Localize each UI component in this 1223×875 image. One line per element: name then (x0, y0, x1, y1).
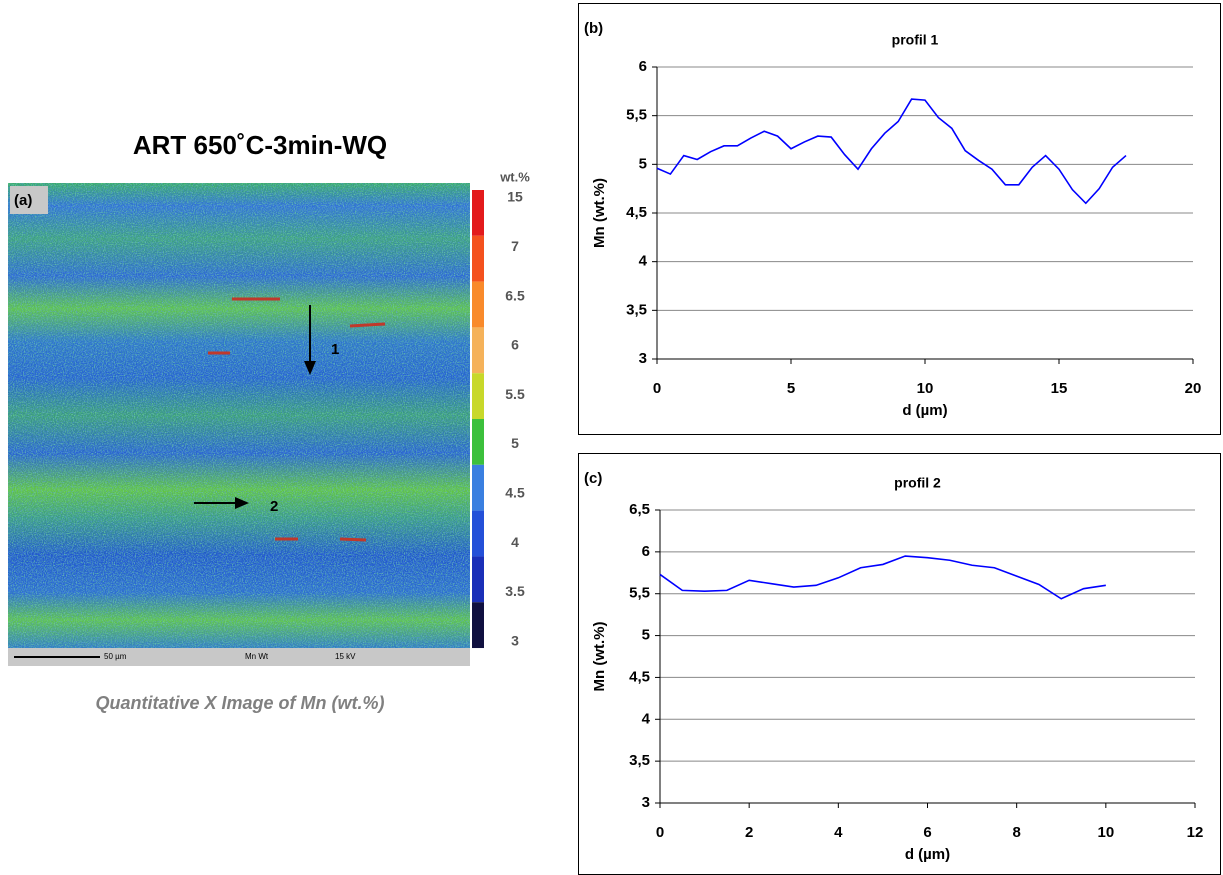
panel-label: (c) (584, 470, 602, 487)
y-tick-label: 3,5 (626, 301, 647, 318)
colorbar-label: 4 (511, 534, 519, 550)
x-tick-label: 4 (834, 824, 843, 841)
x-axis-label: d (µm) (905, 846, 950, 863)
colorbar-segment (472, 281, 484, 328)
scale-label: 50 µm (104, 652, 127, 661)
colorbar-segment (472, 373, 484, 420)
x-tick-label: 2 (745, 824, 753, 841)
x-tick-label: 0 (653, 380, 661, 397)
x-tick-label: 6 (923, 824, 931, 841)
signal-label: Mn Wt (245, 652, 269, 661)
chart-title: profil 2 (894, 475, 941, 491)
x-tick-label: 5 (787, 380, 795, 397)
map-texture (8, 183, 470, 648)
inclusions (208, 297, 386, 542)
colorbar-label: 5 (511, 435, 519, 451)
colorbar-segment (472, 556, 484, 603)
y-tick-label: 6,5 (629, 501, 650, 518)
data-line (656, 98, 1127, 205)
voltage-label: 15 kV (335, 652, 356, 661)
arrow-head (304, 361, 316, 375)
colorbar-label: 3.5 (505, 583, 525, 599)
x-tick-label: 10 (917, 380, 934, 397)
colorbar-segment (472, 235, 484, 282)
colorbar-label: 3 (511, 632, 519, 648)
arrow-label: 2 (270, 498, 278, 515)
y-tick-label: 3,5 (629, 752, 650, 769)
data-line (659, 555, 1106, 600)
colorbar-label: 4.5 (505, 485, 525, 501)
y-tick-label: 3 (642, 794, 650, 811)
y-tick-label: 3 (639, 350, 647, 367)
colorbar-label: 5.5 (505, 386, 525, 402)
y-axis-label: Mn (wt.%) (591, 178, 608, 248)
y-axis-label: Mn (wt.%) (591, 622, 608, 692)
colorbar-segment (472, 419, 484, 465)
arrow-label: 1 (331, 341, 339, 358)
x-tick-label: 0 (656, 824, 664, 841)
colorbar-segment (472, 602, 484, 649)
colorbar-segment (472, 510, 484, 557)
y-tick-label: 4,5 (629, 668, 650, 685)
chart-title: profil 1 (892, 32, 939, 48)
x-tick-label: 15 (1051, 380, 1068, 397)
y-tick-label: 5 (642, 627, 650, 644)
colorbar-label: 7 (511, 238, 519, 254)
y-tick-label: 6 (642, 543, 650, 560)
map-title: ART 650˚C-3min-WQ (133, 130, 387, 160)
y-tick-label: 5,5 (629, 585, 650, 602)
info-bar (8, 648, 470, 666)
colorbar-segment (472, 464, 484, 511)
arrow-head (235, 497, 249, 509)
x-tick-label: 10 (1097, 824, 1114, 841)
y-tick-label: 5,5 (626, 107, 647, 124)
x-tick-label: 8 (1012, 824, 1020, 841)
colorbar: 15 7 6.5 6 5.5 5 4.5 4 3.5 3 (472, 189, 525, 649)
y-tick-label: 4 (639, 253, 648, 270)
y-tick-label: 6 (639, 58, 647, 75)
colorbar-segment (472, 190, 484, 236)
y-tick-label: 4,5 (626, 204, 647, 221)
panel-label: (a) (14, 192, 32, 209)
x-tick-label: 12 (1187, 824, 1204, 841)
chart-frame (578, 453, 1221, 875)
chart-frame (578, 3, 1221, 435)
label-box (10, 186, 48, 214)
colorbar-segment (472, 327, 484, 374)
colorbar-label: 15 (507, 189, 523, 205)
caption: Quantitative X Image of Mn (wt.%) (95, 693, 384, 713)
x-axis-label: d (µm) (902, 402, 947, 419)
panel-label: (b) (584, 20, 603, 37)
x-tick-label: 20 (1185, 380, 1202, 397)
colorbar-label: 6.5 (505, 287, 525, 303)
colorbar-label: 6 (511, 337, 519, 353)
y-tick-label: 4 (642, 710, 651, 727)
y-tick-label: 5 (639, 155, 647, 172)
colorbar-title: wt.% (499, 169, 530, 184)
